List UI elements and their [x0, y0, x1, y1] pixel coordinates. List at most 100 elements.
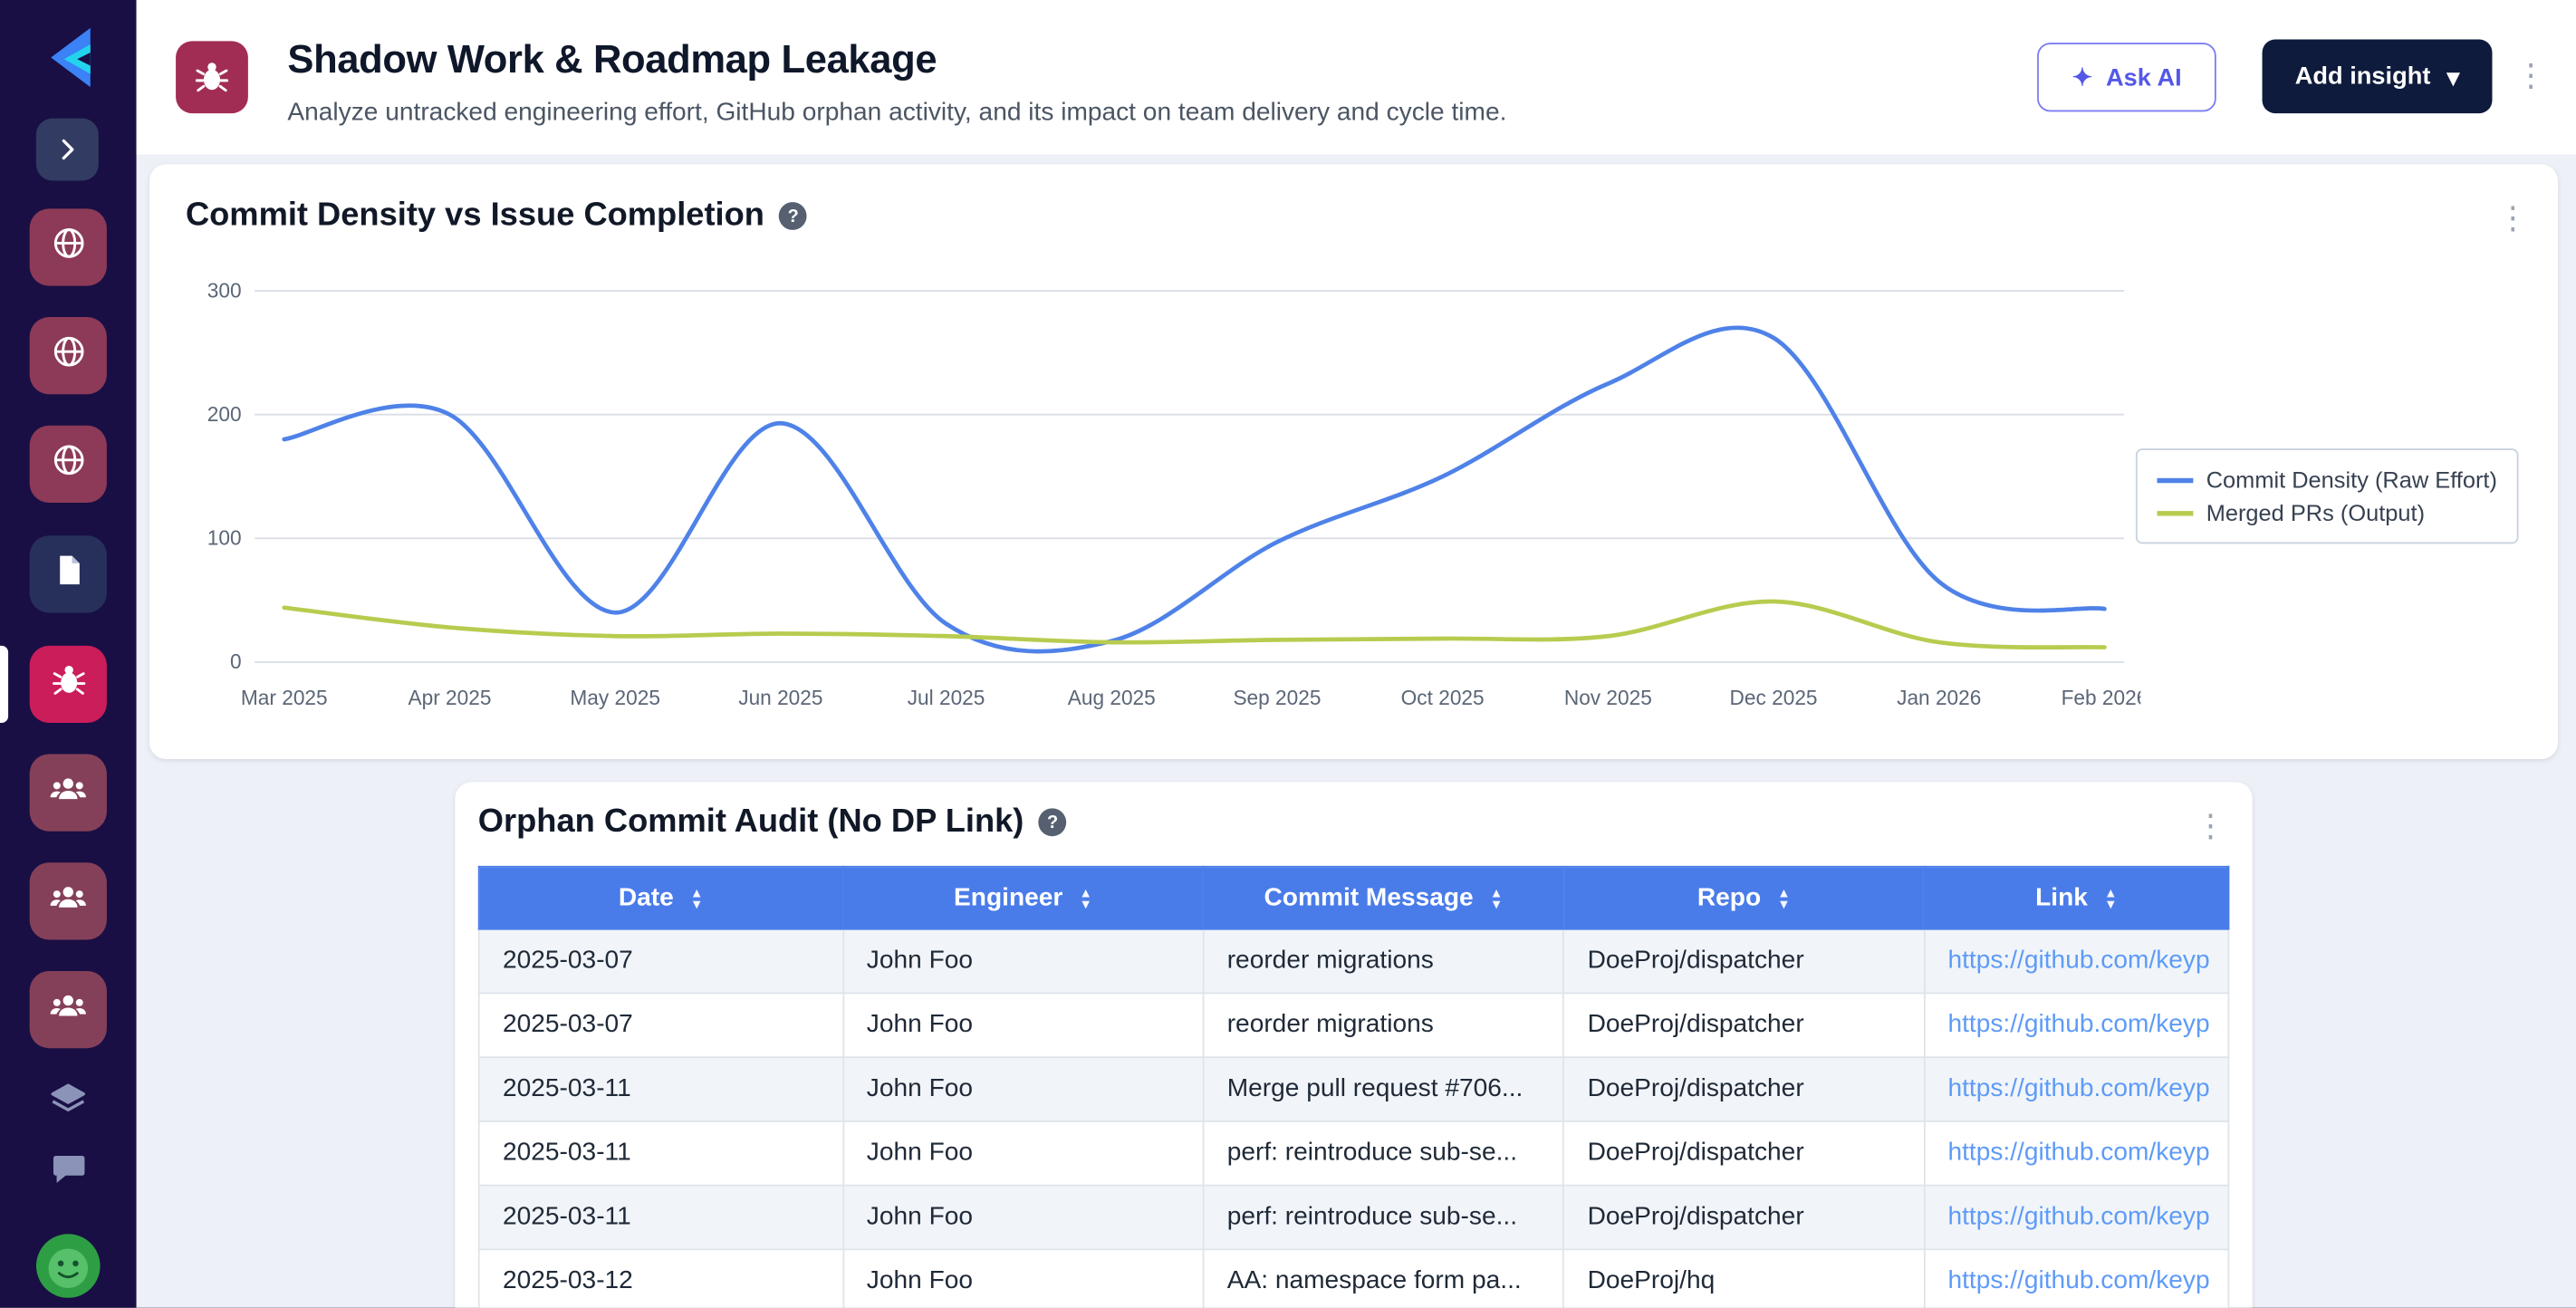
page-bug-icon: [176, 41, 248, 113]
cell-repo: DoeProj/dispatcher: [1563, 929, 1924, 994]
sidebar-item-globe-0[interactable]: [30, 208, 107, 285]
add-insight-button[interactable]: Add insight ▾: [2263, 40, 2493, 114]
cell-commit-message: reorder migrations: [1203, 929, 1563, 994]
cell-link: https://github.com/keyp: [1924, 1057, 2228, 1121]
x-tick-label: Jul 2025: [908, 686, 985, 709]
bug-icon: [49, 660, 89, 708]
column-label: Commit Message: [1264, 883, 1473, 913]
table-row: 2025-03-11John Fooperf: reintroduce sub-…: [479, 1121, 2229, 1186]
sidebar-item-globe-1[interactable]: [30, 317, 107, 394]
cell-date: 2025-03-11: [479, 1121, 843, 1186]
table-kebab-menu-icon[interactable]: ⋮: [2195, 812, 2225, 842]
x-tick-label: Jan 2026: [1897, 686, 1981, 709]
legend-item[interactable]: Commit Density (Raw Effort): [2157, 463, 2497, 495]
cell-repo: DoeProj/dispatcher: [1563, 1121, 1924, 1186]
cell-engineer: John Foo: [842, 993, 1203, 1057]
chat-icon[interactable]: [48, 1147, 89, 1188]
table-row: 2025-03-11John FooMerge pull request #70…: [479, 1057, 2229, 1121]
sort-icon[interactable]: ▲▼: [1079, 887, 1091, 909]
x-tick-label: Nov 2025: [1564, 686, 1652, 709]
cell-date: 2025-03-12: [479, 1249, 843, 1307]
table-body: 2025-03-07John Fooreorder migrationsDoeP…: [479, 929, 2229, 1308]
column-header-engineer[interactable]: Engineer▲▼: [842, 867, 1203, 929]
app-logo-icon[interactable]: [31, 20, 106, 95]
help-icon[interactable]: ?: [779, 202, 807, 230]
user-avatar[interactable]: [36, 1234, 101, 1298]
cell-engineer: John Foo: [842, 1186, 1203, 1250]
content: Commit Density vs Issue Completion ? ⋮ 0…: [137, 154, 2576, 1307]
sort-icon[interactable]: ▲▼: [1490, 887, 1503, 909]
commit-link[interactable]: https://github.com/keyp: [1947, 1203, 2209, 1231]
sidebar-expand-button[interactable]: [36, 119, 99, 181]
x-tick-label: Aug 2025: [1068, 686, 1156, 709]
sparkle-icon: ✦: [2072, 63, 2093, 92]
help-icon[interactable]: ?: [1039, 808, 1067, 836]
column-header-commit-message[interactable]: Commit Message ▲▼: [1203, 867, 1563, 929]
legend-swatch: [2157, 477, 2193, 482]
table-row: 2025-03-11John Fooperf: reintroduce sub-…: [479, 1186, 2229, 1250]
orphan-commit-table: Date▲▼Engineer▲▼Commit Message▲▼Repo▲▼Li…: [478, 866, 2229, 1308]
x-tick-label: May 2025: [570, 686, 660, 709]
cell-commit-message: perf: reintroduce sub-se...: [1203, 1121, 1563, 1186]
app-window: Shadow Work & Roadmap Leakage Analyze un…: [0, 0, 2576, 1308]
cell-date: 2025-03-11: [479, 1057, 843, 1121]
cell-engineer: John Foo: [842, 1121, 1203, 1186]
x-tick-label: Oct 2025: [1401, 686, 1485, 709]
chevron-right-icon: [53, 135, 82, 165]
x-tick-label: Jun 2025: [738, 686, 822, 709]
sidebar-item-users-6[interactable]: [30, 863, 107, 940]
page-header: Shadow Work & Roadmap Leakage Analyze un…: [137, 0, 2576, 154]
cell-link: https://github.com/keyp: [1924, 1121, 2228, 1186]
cell-engineer: John Foo: [842, 929, 1203, 994]
sidebar-item-globe-2[interactable]: [30, 426, 107, 503]
legend-label: Commit Density (Raw Effort): [2206, 466, 2497, 493]
page-title: Shadow Work & Roadmap Leakage: [287, 38, 2576, 84]
commit-link[interactable]: https://github.com/keyp: [1947, 1139, 2209, 1167]
sort-icon[interactable]: ▲▼: [1777, 887, 1790, 909]
chart-canvas: 0100200300Mar 2025Apr 2025May 2025Jun 20…: [186, 248, 2140, 725]
y-tick-label: 300: [207, 278, 242, 302]
ask-ai-button[interactable]: ✦ Ask AI: [2038, 43, 2216, 111]
header-text: Shadow Work & Roadmap Leakage Analyze un…: [287, 38, 2576, 129]
column-header-repo[interactable]: Repo ▲▼: [1563, 867, 1924, 929]
sidebar-item-users-5[interactable]: [30, 755, 107, 832]
cell-commit-message: perf: reintroduce sub-se...: [1203, 1186, 1563, 1250]
sidebar-item-bug-4[interactable]: [30, 645, 107, 722]
users-icon: [48, 986, 89, 1034]
cell-link: https://github.com/keyp: [1924, 929, 2228, 994]
add-insight-label: Add insight: [2295, 63, 2431, 91]
users-icon: [48, 768, 89, 817]
chart-kebab-menu-icon[interactable]: ⋮: [2497, 204, 2528, 235]
legend-label: Merged PRs (Output): [2206, 499, 2425, 525]
series-line-Merged PRs (Output): [284, 601, 2105, 648]
x-tick-label: Dec 2025: [1730, 686, 1818, 709]
column-label: Date: [619, 883, 674, 913]
sort-icon[interactable]: ▲▼: [690, 887, 703, 909]
x-tick-label: Feb 2026: [2062, 686, 2141, 709]
header-kebab-menu-icon[interactable]: ⋮: [2515, 61, 2546, 91]
commit-link[interactable]: https://github.com/keyp: [1947, 947, 2209, 975]
column-header-date[interactable]: Date ▲▼: [479, 867, 843, 929]
commit-link[interactable]: https://github.com/keyp: [1947, 1266, 2209, 1294]
document-icon: [50, 552, 86, 596]
legend-item[interactable]: Merged PRs (Output): [2157, 496, 2497, 529]
commit-link[interactable]: https://github.com/keyp: [1947, 1074, 2209, 1102]
active-nav-indicator: [0, 645, 8, 722]
cell-repo: DoeProj/dispatcher: [1563, 1057, 1924, 1121]
layers-icon[interactable]: [48, 1080, 89, 1120]
caret-down-icon: ▾: [2447, 62, 2460, 91]
table-card-header: Orphan Commit Audit (No DP Link) ?: [478, 803, 2229, 842]
sort-icon[interactable]: ▲▼: [2104, 887, 2117, 909]
sidebar-item-users-7[interactable]: [30, 972, 107, 1049]
cell-link: https://github.com/keyp: [1924, 1186, 2228, 1250]
y-tick-label: 200: [207, 402, 242, 426]
x-tick-label: Sep 2025: [1233, 686, 1321, 709]
cell-engineer: John Foo: [842, 1057, 1203, 1121]
commit-link[interactable]: https://github.com/keyp: [1947, 1010, 2209, 1038]
series-line-Commit Density (Raw Effort): [284, 328, 2105, 651]
column-label: Repo: [1697, 883, 1761, 913]
cell-engineer: John Foo: [842, 1249, 1203, 1307]
column-header-link[interactable]: Link▲▼: [1924, 867, 2228, 929]
sidebar-item-document-3[interactable]: [30, 535, 107, 612]
cell-repo: DoeProj/dispatcher: [1563, 993, 1924, 1057]
